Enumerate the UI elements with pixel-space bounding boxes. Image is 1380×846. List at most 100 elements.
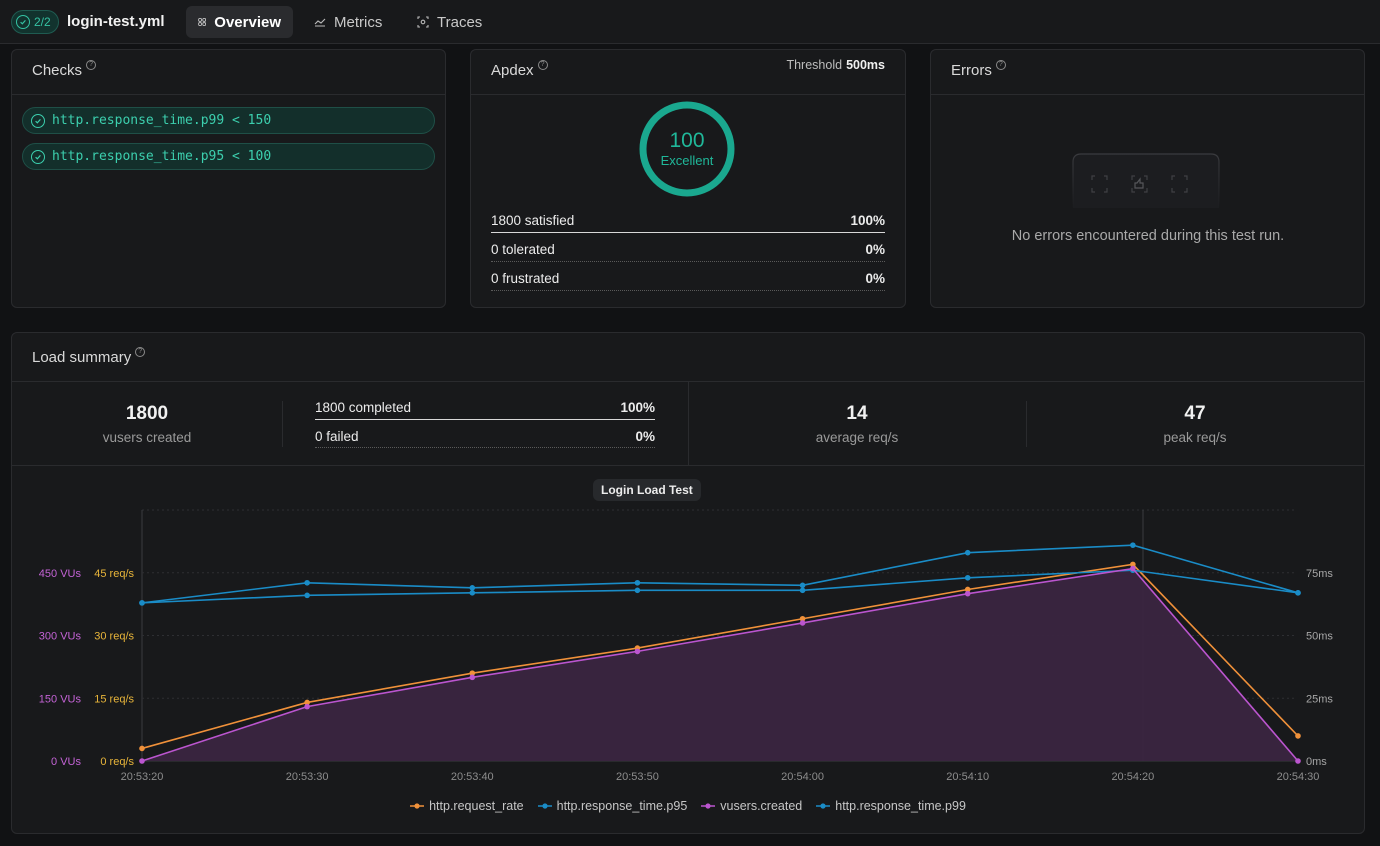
- checks-status-badge[interactable]: 2/2: [11, 10, 59, 34]
- legend-label: vusers.created: [720, 799, 803, 813]
- average-rate-value: 14: [846, 403, 868, 424]
- check-circle-icon: [31, 149, 45, 164]
- apdex-score: 100: [669, 129, 705, 152]
- panel-title: Checks?: [32, 60, 97, 79]
- help-icon[interactable]: ?: [537, 60, 548, 70]
- x-tick-label: 20:53:50: [616, 771, 659, 783]
- checks-title: Checks: [32, 62, 83, 79]
- data-point: [964, 574, 971, 581]
- help-icon[interactable]: ?: [995, 60, 1006, 70]
- check-item[interactable]: http.response_time.p95 < 100: [22, 143, 435, 170]
- divider: [315, 447, 655, 448]
- tab-overview[interactable]: Overview: [186, 6, 293, 38]
- apdex-row-label: 0 frustrated: [491, 271, 560, 286]
- data-point: [1130, 561, 1136, 568]
- legend-swatch-icon: [537, 803, 552, 809]
- series-line: [141, 569, 1299, 604]
- help-icon[interactable]: ?: [86, 60, 97, 70]
- legend-item[interactable]: http.response_time.p95: [537, 799, 687, 813]
- help-icon[interactable]: ?: [135, 347, 146, 357]
- load-summary-title: Load summary: [32, 349, 132, 366]
- completed-pct: 100%: [620, 400, 655, 415]
- traces-icon: [417, 16, 429, 28]
- y-tick-label-ms: 0ms: [1306, 756, 1327, 768]
- legend-item[interactable]: vusers.created: [701, 799, 802, 813]
- legend-item[interactable]: http.request_rate: [410, 799, 524, 813]
- apdex-row: 0 tolerated 0%: [491, 242, 885, 260]
- check-text: http.response_time.p95 < 100: [52, 149, 272, 164]
- apdex-row-value: 0%: [865, 271, 885, 286]
- data-point: [634, 648, 641, 655]
- data-point: [1130, 542, 1136, 548]
- apdex-row-label: 1800 satisfied: [491, 213, 575, 228]
- data-point: [799, 620, 806, 626]
- tab-label: Overview: [214, 13, 281, 31]
- top-bar: 2/2 login-test.yml Overview Metrics Trac…: [0, 0, 1380, 44]
- data-point: [964, 549, 971, 556]
- data-point: [634, 579, 641, 586]
- divider: [491, 232, 885, 233]
- divider: [688, 381, 689, 465]
- y-tick-label-vus: 450 VUs: [39, 568, 82, 580]
- data-point: [139, 600, 145, 606]
- apdex-row: 1800 satisfied 100%: [491, 213, 885, 231]
- threshold-value: 500ms: [846, 58, 885, 72]
- threshold-label: Threshold: [786, 58, 843, 72]
- divider: [491, 261, 885, 262]
- chart-legend: http.request_rate http.response_time.p95 v…: [12, 799, 1364, 813]
- apdex-title: Apdex: [491, 62, 534, 79]
- data-point: [634, 587, 641, 594]
- load-summary-panel: Load summary? 1800 vusers created 1800 c…: [11, 332, 1365, 834]
- divider: [282, 401, 283, 447]
- legend-item[interactable]: http.response_time.p99: [816, 799, 966, 813]
- y-tick-label-rate: 0 req/s: [100, 756, 134, 768]
- data-point: [304, 579, 310, 586]
- check-circle-icon: [16, 15, 30, 29]
- vusers-created-value: 1800: [125, 403, 169, 424]
- tab-traces[interactable]: Traces: [405, 6, 494, 38]
- check-item[interactable]: http.response_time.p99 < 150: [22, 107, 435, 134]
- failed-row: 0 failed 0%: [315, 429, 655, 447]
- data-point: [799, 582, 806, 589]
- legend-swatch-icon: [816, 803, 831, 809]
- x-tick-label: 20:54:00: [781, 771, 824, 783]
- empty-state-illustration: [1072, 153, 1220, 208]
- data-point: [469, 674, 476, 681]
- apdex-row-label: 0 tolerated: [491, 242, 555, 257]
- completed-label: 1800 completed: [315, 400, 412, 415]
- peak-rate-label: peak req/s: [1163, 430, 1227, 445]
- data-point: [304, 699, 310, 706]
- apdex-row: 0 frustrated 0%: [491, 271, 885, 289]
- data-point: [304, 592, 310, 599]
- data-point: [799, 615, 806, 622]
- data-point: [469, 585, 476, 591]
- x-tick-label: 20:54:10: [946, 771, 989, 783]
- apdex-row-value: 100%: [850, 213, 885, 228]
- y-tick-label-vus: 300 VUs: [39, 631, 82, 643]
- check-text: http.response_time.p99 < 150: [52, 113, 272, 128]
- apdex-row-value: 0%: [865, 242, 885, 257]
- x-tick-label: 20:53:40: [451, 771, 494, 783]
- completed-row: 1800 completed 100%: [315, 400, 655, 418]
- panel-title: Load summary?: [32, 347, 146, 366]
- data-point: [139, 745, 145, 752]
- data-point: [469, 670, 476, 676]
- data-point: [1295, 758, 1301, 764]
- y-tick-label-ms: 75ms: [1306, 568, 1333, 580]
- divider: [1026, 401, 1027, 447]
- tab-metrics[interactable]: Metrics: [302, 6, 394, 38]
- average-rate-label: average req/s: [815, 430, 899, 445]
- grid-icon: [198, 18, 206, 26]
- y-tick-label-rate: 15 req/s: [94, 693, 134, 705]
- legend-swatch-icon: [410, 803, 425, 809]
- series-line: [141, 563, 1299, 750]
- data-point: [1130, 565, 1136, 572]
- data-point: [139, 758, 145, 764]
- no-errors-message: No errors encountered during this test r…: [1011, 228, 1285, 244]
- divider: [315, 419, 655, 420]
- data-point: [964, 590, 971, 597]
- errors-title: Errors: [951, 62, 992, 79]
- failed-pct: 0%: [635, 429, 655, 444]
- chart-icon: [314, 18, 326, 27]
- tab-label: Metrics: [334, 13, 383, 31]
